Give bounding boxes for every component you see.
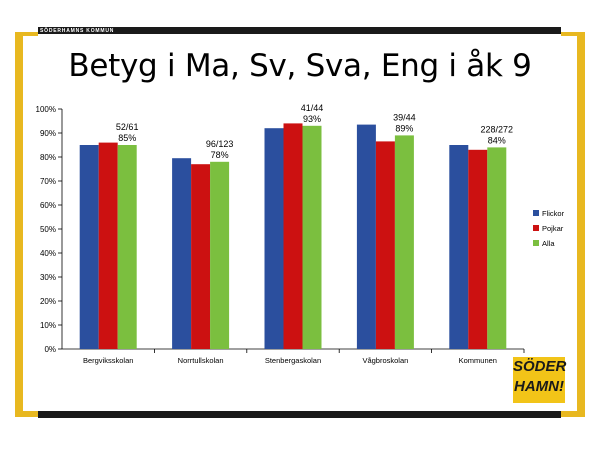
bar-alla xyxy=(394,135,414,349)
bar-pojkar xyxy=(468,149,488,349)
frame-corner xyxy=(561,32,585,36)
frame-corner xyxy=(15,32,38,36)
y-tick-label: 20% xyxy=(40,297,56,306)
bar-alla xyxy=(210,161,230,349)
bar-pojkar xyxy=(191,164,211,349)
data-label-percent: 84% xyxy=(488,135,506,145)
frame-right xyxy=(577,32,585,417)
data-label-percent: 85% xyxy=(118,133,136,143)
bar-flickor xyxy=(449,145,469,349)
data-label-percent: 89% xyxy=(395,123,413,133)
legend-swatch-flickor xyxy=(533,210,539,216)
y-tick-label: 100% xyxy=(36,105,56,114)
bar-flickor xyxy=(172,158,192,349)
legend-swatch-alla xyxy=(533,240,539,246)
legend-label: Flickor xyxy=(542,209,565,218)
brand-label: SÖDERHAMNS KOMMUN xyxy=(40,27,115,34)
bar-flickor xyxy=(264,128,284,349)
bar-pojkar xyxy=(98,142,118,349)
frame-corner xyxy=(15,411,38,417)
bar-flickor xyxy=(356,124,376,349)
data-label-percent: 93% xyxy=(303,114,321,124)
y-tick-label: 60% xyxy=(40,201,56,210)
logo-line-1: SÖDER xyxy=(513,358,567,375)
bar-alla xyxy=(117,145,137,349)
legend-label: Alla xyxy=(542,239,555,248)
soderhamn-logo: SÖDER HAMN! xyxy=(513,357,567,403)
data-label-count: 228/272 xyxy=(481,124,514,134)
data-label-count: 96/123 xyxy=(206,139,234,149)
chart-title: Betyg i Ma, Sv, Sva, Eng i åk 9 xyxy=(68,48,532,84)
category-label: Kommunen xyxy=(459,356,497,365)
bar-alla xyxy=(302,125,322,349)
bar-pojkar xyxy=(283,123,303,350)
category-label: Norrtullskolan xyxy=(178,356,224,365)
bar-alla xyxy=(487,147,507,349)
y-tick-label: 10% xyxy=(40,321,56,330)
data-label-count: 39/44 xyxy=(393,112,416,122)
legend-label: Pojkar xyxy=(542,224,564,233)
category-label: Bergviksskolan xyxy=(83,356,133,365)
category-label: Vågbroskolan xyxy=(362,356,408,365)
category-label: Stenbergaskolan xyxy=(265,356,321,365)
y-tick-label: 40% xyxy=(40,249,56,258)
y-tick-label: 0% xyxy=(44,345,56,354)
top-brand-bar xyxy=(38,27,561,34)
data-label-count: 52/61 xyxy=(116,122,139,132)
logo-line-2: HAMN! xyxy=(514,378,564,395)
frame-corner xyxy=(561,411,585,417)
bottom-bar xyxy=(38,411,561,418)
y-tick-label: 80% xyxy=(40,153,56,162)
frame-left xyxy=(15,32,23,417)
data-label-percent: 78% xyxy=(211,150,229,160)
bar-pojkar xyxy=(375,141,395,349)
bar-flickor xyxy=(79,145,99,349)
legend-swatch-pojkar xyxy=(533,225,539,231)
y-tick-label: 70% xyxy=(40,177,56,186)
data-label-count: 41/44 xyxy=(301,103,324,113)
y-tick-label: 90% xyxy=(40,129,56,138)
y-tick-label: 30% xyxy=(40,273,56,282)
y-tick-label: 50% xyxy=(40,225,56,234)
